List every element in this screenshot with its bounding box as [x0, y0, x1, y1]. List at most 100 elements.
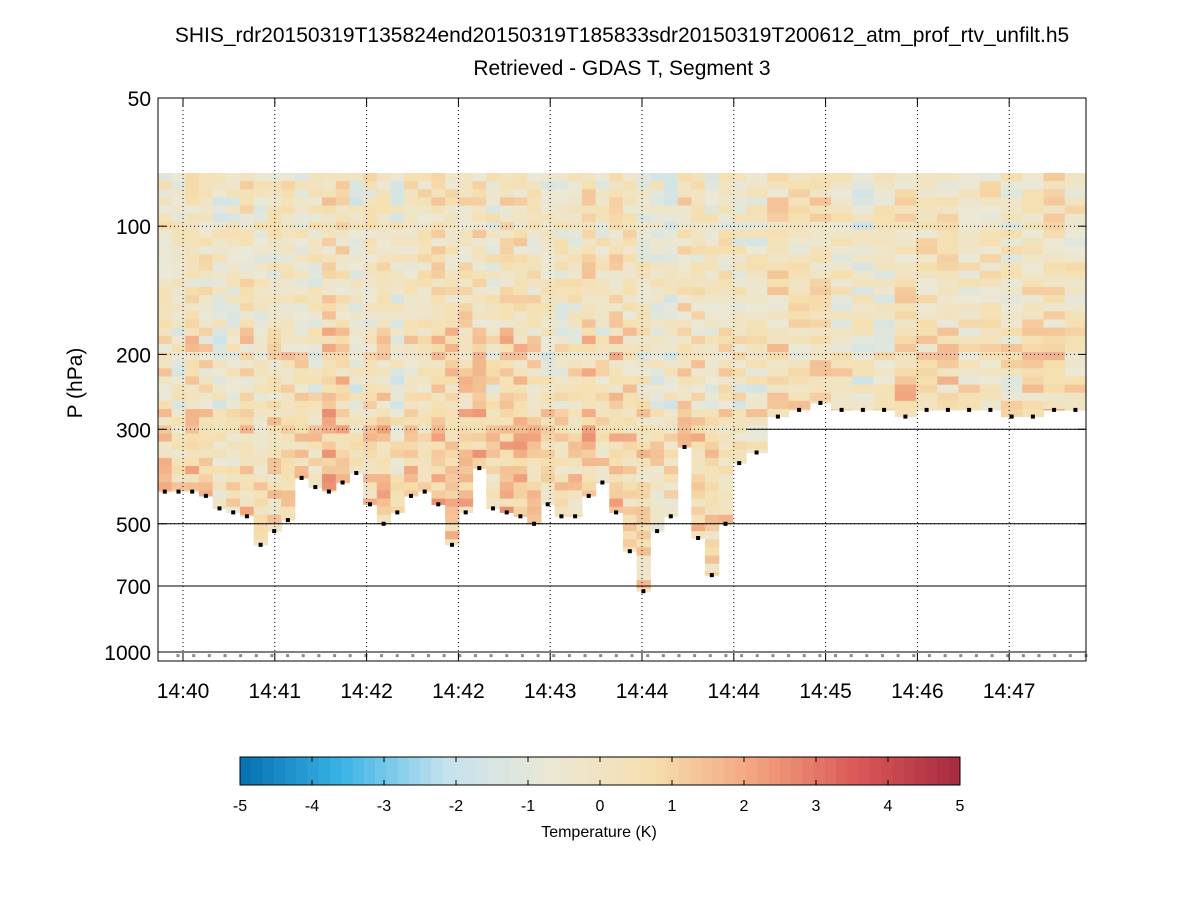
colorbar-tick-label: 0	[596, 798, 605, 815]
heatmap-cell	[554, 441, 569, 451]
heatmap-cell	[1022, 303, 1045, 312]
heatmap-cell	[609, 360, 624, 369]
surface-marker	[395, 654, 399, 658]
heatmap-cell	[363, 189, 378, 198]
heatmap-cell	[363, 311, 378, 321]
heatmap-cell	[958, 360, 981, 369]
heatmap-cell	[185, 425, 200, 435]
heatmap-cell	[650, 172, 665, 182]
heatmap-cell	[554, 417, 569, 426]
colorbar-segment	[667, 757, 680, 785]
heatmap-cell	[486, 172, 501, 182]
heatmap-cell	[294, 449, 310, 459]
heatmap-cell	[417, 433, 433, 443]
heatmap-cell	[322, 205, 337, 215]
heatmap-cell	[568, 172, 583, 182]
heatmap-cell	[390, 376, 405, 386]
heatmap-cell	[852, 270, 875, 280]
heatmap-cell	[663, 457, 679, 467]
surface-marker	[630, 654, 634, 658]
heatmap-cell	[746, 303, 768, 312]
heatmap-cell	[417, 457, 433, 467]
heatmap-cell	[746, 352, 768, 361]
heatmap-cell	[253, 172, 268, 182]
heatmap-cell	[704, 449, 720, 459]
heatmap-cell	[595, 327, 610, 337]
heatmap-cell	[609, 172, 624, 182]
heatmap-cell	[650, 433, 665, 443]
heatmap-cell	[376, 368, 392, 378]
heatmap-cell	[226, 498, 241, 508]
heatmap-cell	[226, 343, 241, 353]
heatmap-cell	[1064, 368, 1087, 378]
heatmap-cell	[540, 449, 556, 459]
heatmap-cell	[732, 221, 747, 231]
heatmap-cell	[718, 221, 733, 231]
heatmap-cell	[732, 343, 747, 353]
heatmap-cell	[595, 246, 610, 255]
heatmap-cell	[831, 262, 853, 272]
heatmap-cell	[1022, 343, 1045, 353]
colorbar-segment	[510, 757, 522, 785]
heatmap-cell	[335, 181, 351, 190]
heatmap-cell	[732, 311, 747, 321]
heatmap-cell	[1043, 172, 1066, 182]
heatmap-cell	[513, 197, 528, 207]
x-tick-label: 14:47	[983, 680, 1036, 703]
heatmap-cell	[650, 286, 665, 296]
heatmap-column	[322, 172, 337, 493]
heatmap-cell	[417, 352, 433, 361]
heatmap-cell	[322, 295, 337, 304]
heatmap-cell	[458, 181, 474, 190]
heatmap-cell	[431, 311, 446, 321]
heatmap-cell	[677, 270, 692, 280]
heatmap-cell	[281, 197, 296, 207]
heatmap-cell	[809, 303, 832, 312]
heatmap-cell	[417, 449, 433, 459]
heatmap-cell	[595, 400, 610, 410]
heatmap-cell	[308, 278, 323, 288]
cloud-top-marker	[586, 493, 591, 498]
heatmap-cell	[226, 474, 241, 483]
heatmap-cell	[527, 327, 542, 337]
heatmap-cell	[199, 270, 214, 280]
heatmap-column	[788, 172, 811, 411]
heatmap-cell	[253, 417, 268, 426]
heatmap-cell	[458, 335, 474, 345]
heatmap-cell	[404, 392, 419, 402]
heatmap-cell	[390, 189, 405, 198]
heatmap-cell	[1001, 392, 1023, 402]
heatmap-column	[831, 172, 853, 411]
heatmap-cell	[704, 409, 720, 418]
heatmap-cell	[417, 441, 433, 451]
surface-marker	[254, 654, 258, 658]
heatmap-cell	[595, 368, 610, 378]
surface-marker	[787, 654, 791, 658]
heatmap-cell	[916, 335, 938, 345]
heatmap-cell	[894, 352, 917, 361]
heatmap-cell	[809, 246, 832, 255]
heatmap-cell	[267, 376, 282, 386]
heatmap-cell	[363, 205, 378, 215]
heatmap-cell	[677, 417, 692, 426]
heatmap-cell	[363, 433, 378, 443]
heatmap-cell	[445, 172, 460, 182]
heatmap-cell	[226, 360, 241, 369]
heatmap-cell	[390, 286, 405, 296]
heatmap-cell	[636, 522, 651, 532]
heatmap-cell	[1001, 360, 1023, 369]
heatmap-cell	[704, 238, 720, 247]
heatmap-cell	[240, 172, 255, 182]
heatmap-cell	[636, 311, 651, 321]
heatmap-cell	[349, 254, 364, 264]
heatmap-cell	[486, 360, 501, 369]
heatmap-cell	[240, 197, 255, 207]
heatmap-cell	[746, 311, 768, 321]
heatmap-cell	[609, 490, 624, 500]
heatmap-cell	[873, 335, 896, 345]
heatmap-cell	[1001, 181, 1023, 190]
heatmap-cell	[979, 376, 1002, 386]
heatmap-column	[767, 172, 790, 418]
heatmap-cell	[322, 278, 337, 288]
